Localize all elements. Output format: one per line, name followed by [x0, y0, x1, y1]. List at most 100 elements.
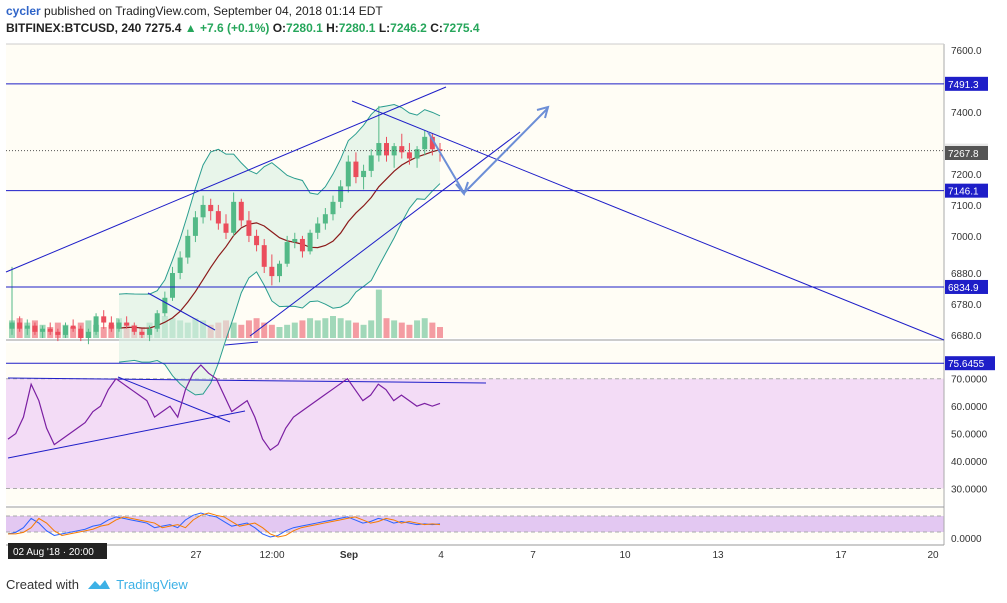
- candle: [147, 325, 153, 342]
- volume-bar: [276, 327, 283, 338]
- stoch-band: [6, 516, 944, 532]
- candle-body: [315, 223, 321, 233]
- time-tick-label: 10: [619, 550, 631, 561]
- open-value: 7280.1: [286, 21, 323, 35]
- volume-bar: [368, 320, 375, 338]
- rsi-tick-label: 70.0000: [951, 375, 988, 386]
- candle: [284, 235, 290, 267]
- close-label: C:: [430, 21, 443, 35]
- candle-body: [78, 328, 84, 338]
- candle-body: [185, 235, 191, 258]
- candle: [292, 232, 298, 249]
- candle: [299, 235, 305, 258]
- moving-average: [118, 149, 441, 329]
- volume-bar: [268, 324, 275, 338]
- price-level-badge: [945, 76, 988, 91]
- candle: [108, 316, 114, 332]
- candle-body: [322, 214, 328, 224]
- volume-bar: [230, 322, 237, 338]
- candle-body: [384, 143, 389, 156]
- candle: [78, 325, 84, 342]
- candle-body: [284, 242, 290, 264]
- candle: [47, 322, 53, 335]
- candle: [361, 164, 367, 190]
- price-tick-label: 7100.0: [951, 201, 982, 212]
- candle: [246, 211, 252, 243]
- created-with-text: Created with: [6, 577, 79, 592]
- close-value: 7275.4: [442, 21, 480, 35]
- volume-bar: [291, 322, 298, 338]
- candle-body: [208, 204, 214, 212]
- price-tick-label: 6780.0: [951, 300, 982, 311]
- candle: [101, 310, 107, 329]
- volume-bar: [253, 318, 260, 338]
- volume-bar: [330, 316, 336, 338]
- candle-body: [9, 322, 15, 329]
- candle: [185, 229, 191, 264]
- candle-body: [368, 155, 374, 171]
- candle-body: [269, 266, 275, 277]
- candle-body: [422, 136, 428, 150]
- time-tick-label: 20: [927, 550, 939, 561]
- candle-body: [429, 136, 435, 150]
- candle: [124, 316, 130, 329]
- candle-body: [437, 149, 443, 151]
- candle-body: [200, 204, 206, 218]
- volume-bar: [421, 318, 428, 338]
- candle-body: [376, 143, 382, 156]
- second-price-badge: [945, 145, 988, 160]
- candle-body: [307, 232, 313, 252]
- candle-body: [131, 325, 137, 332]
- candle: [406, 143, 412, 165]
- candle-body: [170, 273, 175, 298]
- rsi-tick-label: 50.0000: [951, 430, 988, 441]
- price-change: +7.6 (+0.1%): [199, 21, 270, 35]
- price-level-label: 7491.3: [948, 80, 979, 91]
- candle: [422, 130, 428, 156]
- candle-body: [101, 316, 107, 323]
- last-price: 7275.4: [144, 21, 182, 35]
- tradingview-logo-icon: [87, 580, 110, 589]
- volume-bar: [261, 322, 268, 338]
- candle: [384, 136, 389, 162]
- candle: [330, 195, 336, 221]
- candle-body: [55, 331, 61, 335]
- author-link[interactable]: cycler: [6, 4, 41, 18]
- candle: [315, 217, 321, 239]
- volume-bar: [284, 324, 291, 338]
- volume-bar: [238, 324, 245, 338]
- second-price-label: 7267.8: [948, 149, 979, 160]
- candle: [399, 133, 405, 159]
- candle: [277, 260, 282, 283]
- rsi-level-label: 75.6455: [948, 359, 985, 370]
- candle: [55, 328, 61, 342]
- candle: [307, 229, 313, 255]
- trend-line: [7, 377, 487, 384]
- candle: [162, 291, 168, 317]
- volume-bar: [429, 322, 436, 338]
- candle: [322, 208, 328, 230]
- candle-body: [231, 201, 237, 233]
- candle-body: [93, 316, 99, 332]
- projection-arrows: [427, 105, 550, 197]
- candle-body: [406, 152, 412, 159]
- candle-body: [292, 238, 298, 243]
- symbol-name[interactable]: BITFINEX:BTCUSD, 240: [6, 21, 142, 35]
- volume-bar: [307, 318, 314, 338]
- low-label: L:: [378, 21, 391, 35]
- volume-bar: [299, 320, 306, 338]
- candle-body: [353, 161, 359, 178]
- candle: [429, 133, 435, 156]
- candle-body: [192, 217, 198, 236]
- volume-bar: [314, 320, 321, 338]
- candle-body: [116, 322, 122, 329]
- candle-body: [345, 161, 351, 187]
- rsi-band: [6, 378, 944, 489]
- candle: [200, 195, 206, 224]
- candle: [261, 238, 267, 274]
- candle-body: [24, 325, 30, 329]
- high-label: H:: [326, 21, 339, 35]
- tradingview-brand[interactable]: TradingView: [116, 577, 188, 592]
- cursor-date-label: 02 Aug '18 · 20:00: [13, 547, 94, 558]
